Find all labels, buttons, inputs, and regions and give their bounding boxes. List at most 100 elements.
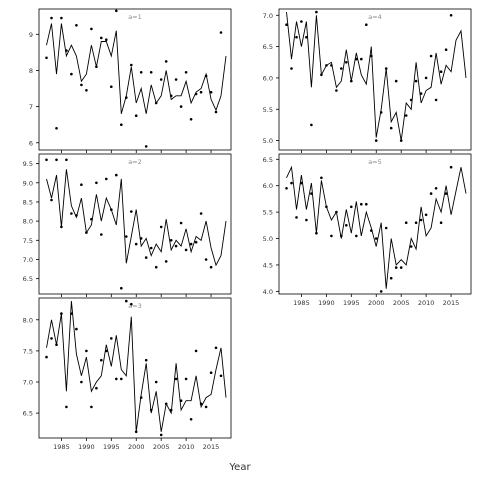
panel-label: a=1 [128,13,142,21]
data-point [439,70,443,73]
x-tick-label: 2010 [178,443,195,451]
data-point [120,123,123,126]
data-point [60,16,63,20]
data-point [45,158,48,162]
panels-layer: 6 7 8 9 a=1 6.5 7.0 7.5 8.0 8.5 9.0 9.5 a=2 6.5 7.0 7.5… [23,8,472,451]
data-point [409,245,413,248]
data-point [194,92,198,96]
data-point [389,126,393,130]
data-point [300,20,303,23]
x-tick-label: 1995 [103,443,120,451]
y-tick-label: 9 [29,31,33,39]
data-point [285,23,288,27]
data-point [144,256,148,259]
y-tick-label: 7.0 [23,379,33,387]
data-point [394,266,398,269]
data-point [85,349,88,353]
data-point [149,246,153,250]
panel-label: a=4 [368,13,382,21]
data-point [55,158,58,162]
data-point [80,83,83,87]
data-point [75,327,78,331]
data-point [419,218,423,222]
x-tick-label: 1995 [343,299,360,307]
panel-label: a=5 [368,158,382,166]
series-line [46,301,227,432]
x-tick-label: 2000 [368,299,385,307]
data-point [389,276,393,280]
data-point [115,9,118,13]
data-point [50,337,53,340]
data-point [134,114,138,117]
y-tick-label: 6.5 [23,275,33,283]
data-point [214,110,218,114]
data-point [179,105,183,108]
y-tick-label: 6 [29,139,33,147]
data-point [149,408,153,412]
y-tick-label: 6.0 [263,182,273,190]
data-point [85,231,88,234]
data-point [345,224,348,227]
data-point [194,349,198,353]
data-point [409,98,413,102]
series-line [46,169,227,267]
panel-2: 6.5 7.0 7.5 8.0 8.5 9.0 9.5 a=2 [23,153,232,297]
data-point [414,79,418,83]
data-point [214,346,218,350]
y-tick-label: 7.5 [23,347,33,355]
y-tick-label: 7.0 [263,12,273,20]
data-point [209,371,213,375]
data-point [379,111,383,114]
data-point [120,377,123,381]
data-point [134,242,138,246]
data-point [429,54,433,58]
y-tick-label: 9.0 [23,179,33,187]
data-point [110,85,113,88]
data-point [295,35,298,39]
panel-frame [38,297,232,439]
x-tick-label: 2000 [128,443,145,451]
y-tick-label: 7.0 [23,256,33,264]
data-point [70,212,73,215]
data-point [285,187,288,190]
data-point [350,205,353,209]
data-point [174,377,178,381]
data-point [115,377,118,381]
data-point [305,218,308,222]
data-point [115,173,118,177]
y-tick-label: 8.0 [23,316,33,324]
data-point [80,183,83,186]
data-point [370,229,373,232]
data-point [404,114,408,117]
data-point [60,225,63,229]
data-point [134,430,138,434]
data-point [384,67,388,70]
data-point [204,258,208,261]
data-point [379,290,383,293]
series-line [46,23,227,114]
data-point [55,343,58,347]
data-point [184,377,188,381]
y-tick-label: 6.5 [23,410,33,418]
y-tick-label: 4.5 [263,261,273,269]
data-point [355,57,358,61]
x-tick-label: 2005 [153,443,170,451]
data-point [95,181,98,185]
panel-frame [38,8,232,151]
data-point [340,67,343,70]
y-tick-label: 5.5 [263,106,273,114]
y-tick-label: 7 [29,103,33,111]
y-tick-label: 4.0 [263,288,273,296]
data-point [419,92,423,95]
y-tick-label: 7.5 [23,237,33,245]
data-point [449,165,453,169]
data-point [370,54,373,58]
panel-frame [278,8,472,151]
data-point [439,221,443,224]
data-point [189,418,193,421]
panel-5: 4.0 4.5 5.0 5.5 6.0 6.5 1985 1990 1995 2000 2005 20… [263,153,472,307]
data-point [360,202,363,206]
data-point [325,64,328,67]
data-point [70,72,73,76]
data-point [60,312,63,315]
